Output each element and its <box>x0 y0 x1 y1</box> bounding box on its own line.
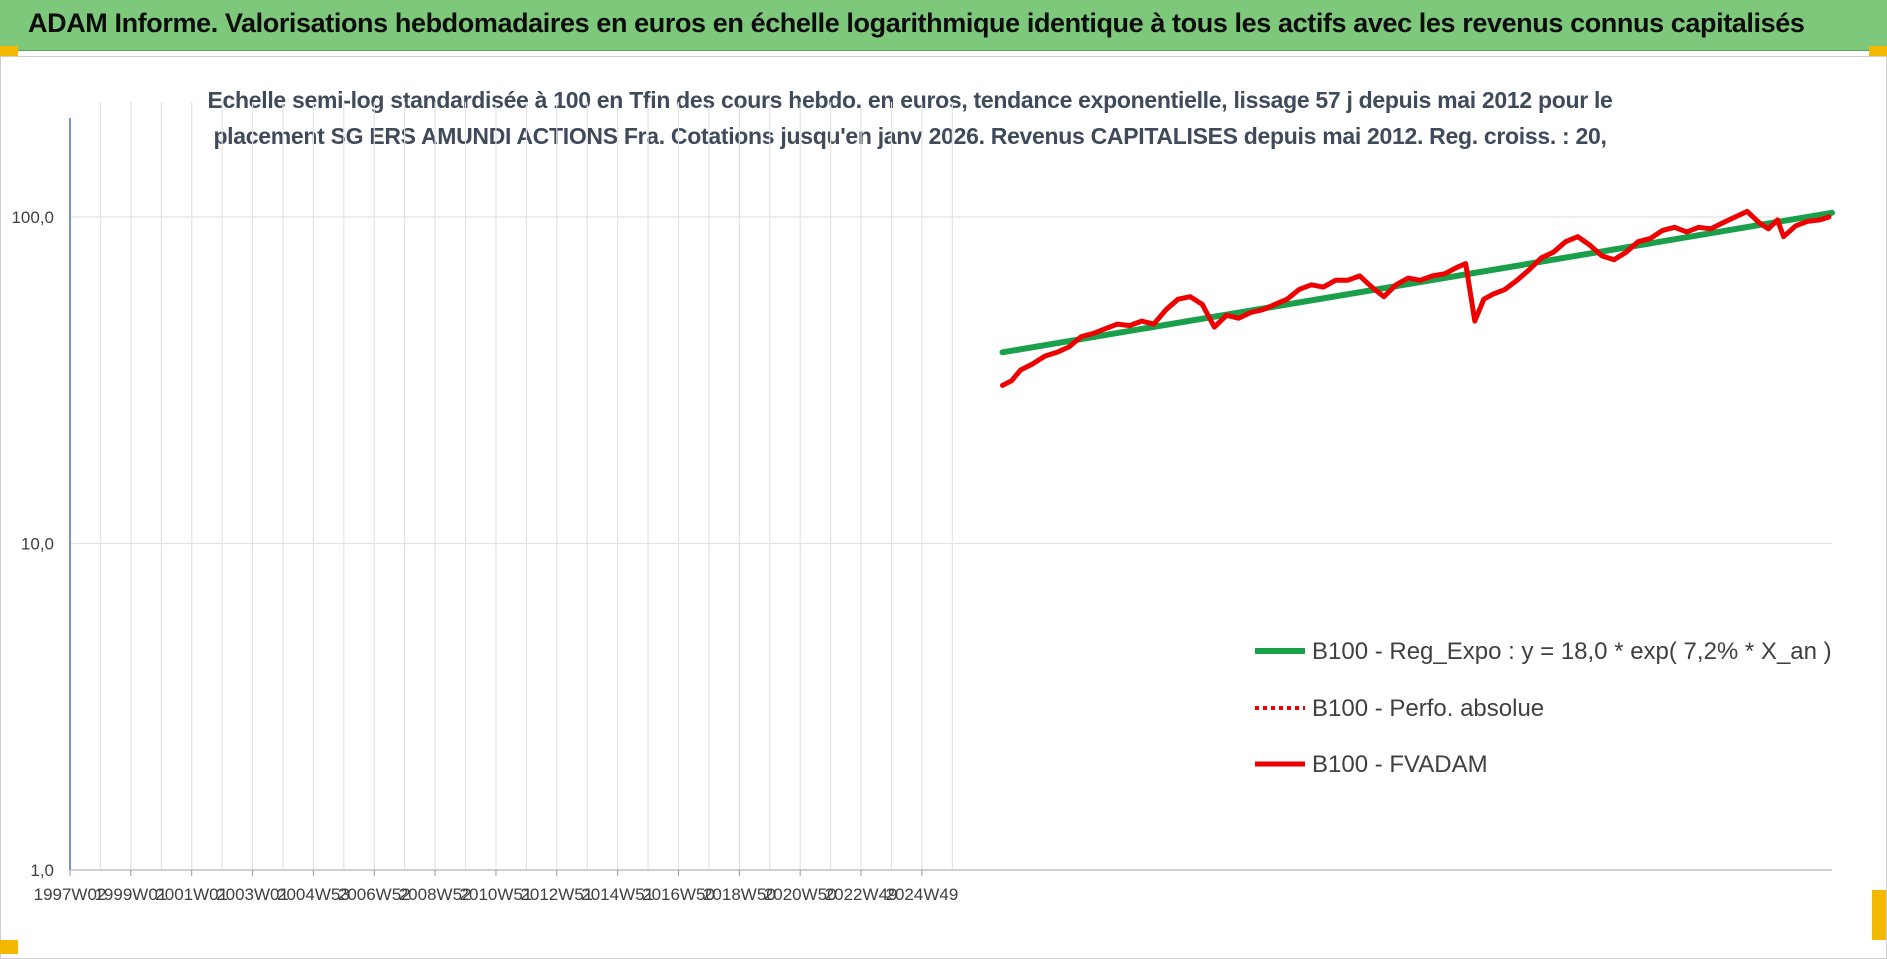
x-tick-label: 2006W52 <box>338 885 411 904</box>
x-tick-label: 2022W49 <box>825 885 898 904</box>
chart-title-line-1: Echelle semi-log standardisée à 100 en T… <box>207 87 1613 113</box>
x-tick-label: 2012W51 <box>520 885 593 904</box>
resize-handle-bottom-left[interactable] <box>0 940 18 954</box>
x-tick-label: 2014W51 <box>581 885 654 904</box>
x-tick-label: 2024W49 <box>886 885 959 904</box>
axes <box>69 118 1832 871</box>
x-tick-label: 1997W02 <box>34 885 107 904</box>
x-tick-label: 1999W01 <box>94 885 167 904</box>
x-tick-label: 2008W52 <box>399 885 472 904</box>
gridlines <box>70 102 1832 870</box>
y-tick-label: 1,0 <box>30 861 54 880</box>
resize-handle-bottom-right[interactable] <box>1872 890 1886 940</box>
resize-handle-top-left[interactable] <box>0 46 18 56</box>
regression-trend-line <box>999 209 1835 356</box>
x-axis-ticks: 1997W021999W012001W012003W012004W532006W… <box>34 870 959 904</box>
report-title: ADAM Informe. Valorisations hebdomadaire… <box>28 8 1805 38</box>
resize-handle-top-right[interactable] <box>1869 46 1887 56</box>
fvadam-series-line <box>1000 208 1832 388</box>
chart-title: Echelle semi-log standardisée à 100 en T… <box>120 82 1700 154</box>
x-tick-label: 2003W01 <box>216 885 289 904</box>
x-tick-label: 2018W50 <box>703 885 776 904</box>
x-tick-label: 2001W01 <box>155 885 228 904</box>
series-group <box>999 208 1835 388</box>
report-banner: ADAM Informe. Valorisations hebdomadaire… <box>0 0 1887 51</box>
x-tick-label: 2010W51 <box>460 885 533 904</box>
x-tick-label: 2020W50 <box>764 885 837 904</box>
y-tick-label: 100,0 <box>11 208 54 227</box>
y-tick-label: 10,0 <box>21 535 54 554</box>
x-tick-label: 2016W50 <box>642 885 715 904</box>
x-tick-label: 2004W53 <box>277 885 350 904</box>
legend: B100 - Reg_Expo : y = 18,0 * exp( 7,2% *… <box>1255 638 1832 778</box>
y-axis-ticks: 1,0 10,0 100,0 <box>11 208 54 880</box>
legend-label: B100 - Reg_Expo : y = 18,0 * exp( 7,2% *… <box>1312 638 1832 665</box>
chart-title-line-2: placement SG ERS AMUNDI ACTIONS Fra. Cot… <box>213 123 1607 149</box>
legend-label: B100 - Perfo. absolue <box>1312 695 1544 722</box>
legend-label: B100 - FVADAM <box>1312 751 1488 778</box>
